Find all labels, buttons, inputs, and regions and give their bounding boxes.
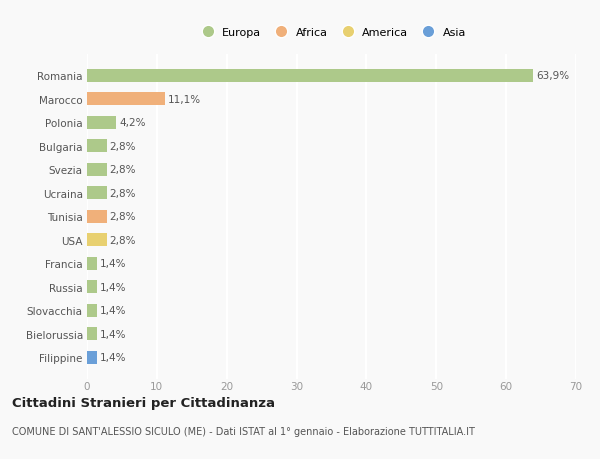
- Bar: [87, 70, 533, 83]
- Text: 1,4%: 1,4%: [100, 259, 126, 269]
- Text: 4,2%: 4,2%: [119, 118, 146, 128]
- Text: 1,4%: 1,4%: [100, 353, 126, 363]
- Bar: [87, 140, 107, 153]
- Text: 2,8%: 2,8%: [109, 141, 136, 151]
- Text: 11,1%: 11,1%: [167, 95, 200, 105]
- Bar: [87, 210, 107, 224]
- Text: 1,4%: 1,4%: [100, 282, 126, 292]
- Bar: [87, 281, 97, 294]
- Bar: [87, 257, 97, 270]
- Legend: Europa, Africa, America, Asia: Europa, Africa, America, Asia: [197, 28, 466, 38]
- Text: 1,4%: 1,4%: [100, 306, 126, 316]
- Text: 2,8%: 2,8%: [109, 235, 136, 245]
- Text: 2,8%: 2,8%: [109, 165, 136, 175]
- Text: 1,4%: 1,4%: [100, 329, 126, 339]
- Bar: [87, 163, 107, 176]
- Text: 2,8%: 2,8%: [109, 212, 136, 222]
- Bar: [87, 234, 107, 247]
- Text: Cittadini Stranieri per Cittadinanza: Cittadini Stranieri per Cittadinanza: [12, 396, 275, 409]
- Bar: [87, 187, 107, 200]
- Bar: [87, 328, 97, 341]
- Text: 2,8%: 2,8%: [109, 189, 136, 198]
- Bar: [87, 93, 164, 106]
- Bar: [87, 351, 97, 364]
- Text: COMUNE DI SANT'ALESSIO SICULO (ME) - Dati ISTAT al 1° gennaio - Elaborazione TUT: COMUNE DI SANT'ALESSIO SICULO (ME) - Dat…: [12, 426, 475, 436]
- Bar: [87, 117, 116, 129]
- Text: 63,9%: 63,9%: [536, 71, 569, 81]
- Bar: [87, 304, 97, 317]
